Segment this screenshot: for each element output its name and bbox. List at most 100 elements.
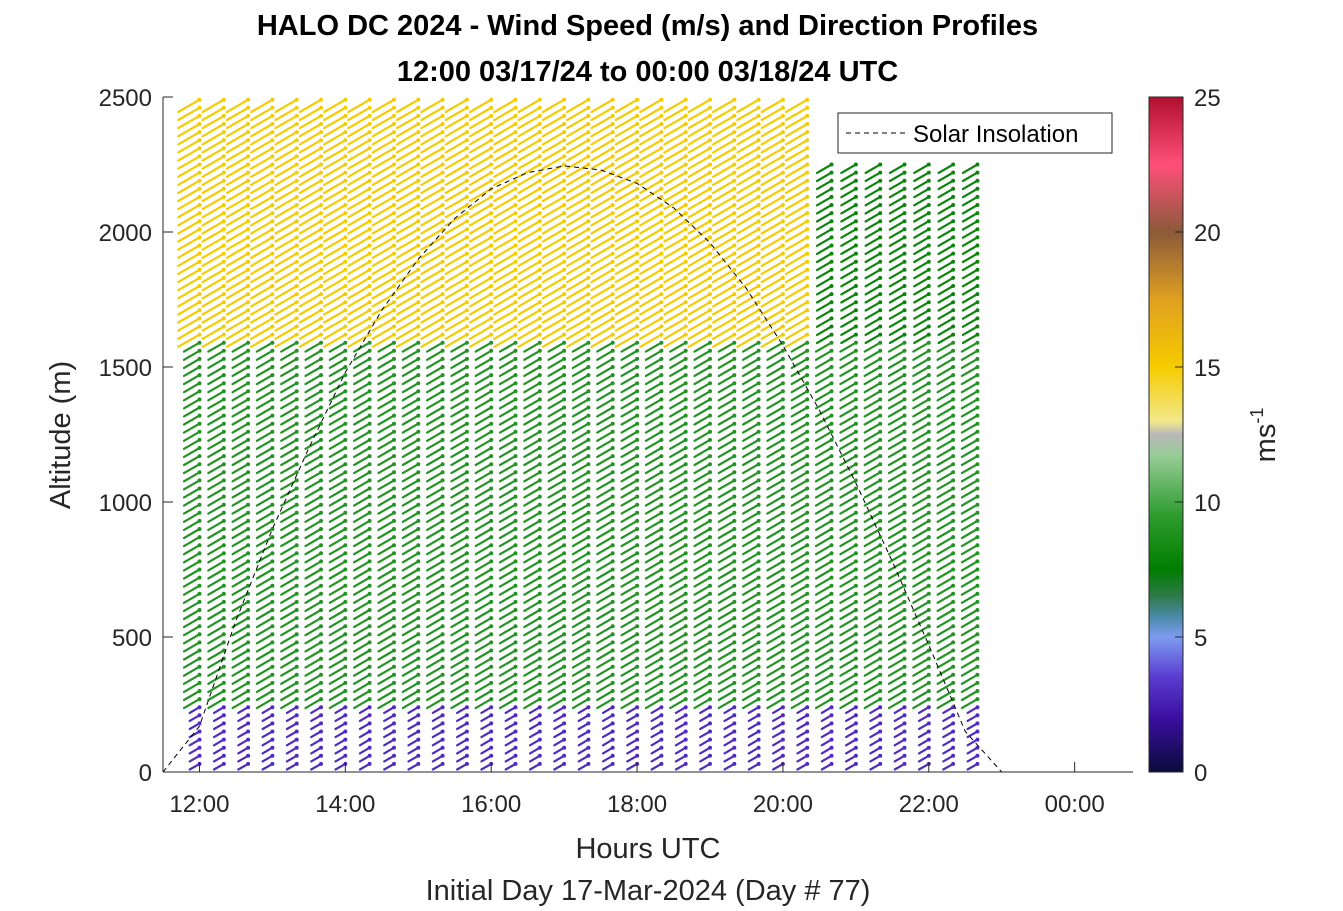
wind-vector [468,98,493,114]
wind-vector-head [416,664,421,669]
wind-vector-head [270,745,275,750]
wind-vector [498,438,517,450]
wind-vector [371,325,396,340]
wind-vector [784,203,809,219]
wind-vector [401,430,420,442]
wind-vector [426,657,444,669]
wind-vector [450,398,468,410]
wind-vector [711,106,736,122]
wind-vector-head [780,316,785,321]
wind-vector-head [878,680,883,685]
wind-vector-head [829,510,834,515]
wind-vector [814,487,833,499]
wind-vector-head [270,429,275,434]
wind-vector [377,487,396,499]
wind-vector-head [464,421,469,426]
wind-vector [639,309,663,324]
wind-vector-head [853,640,858,645]
wind-vector [547,527,566,540]
wind-vector-head [756,340,761,345]
wind-vector [760,276,785,292]
wind-vector-head [489,421,494,426]
wind-vector-head [780,170,785,175]
wind-vector [840,276,858,288]
wind-vector [864,284,882,296]
wind-vector [766,414,785,426]
wind-vector [784,98,809,114]
wind-vector [766,446,785,458]
wind-vector-head [464,267,469,272]
wind-vector [863,673,882,685]
wind-vector [395,203,420,219]
wind-vector [596,495,614,507]
wind-vector-head [392,543,396,548]
wind-vector [298,333,323,348]
wind-vector-head [537,648,542,653]
wind-vector [863,544,882,556]
wind-vector-head [537,292,542,297]
wind-vector [304,374,323,386]
wind-vector [377,511,396,523]
wind-vector-head [853,356,858,361]
wind-vector-head [221,267,226,272]
wind-vector [912,697,930,710]
wind-vector-head [270,737,275,742]
wind-vector-head [805,761,810,766]
wind-vector [426,398,444,410]
wind-vector-head [902,227,907,232]
wind-vector [207,527,225,540]
wind-vector [644,535,663,548]
wind-vector-head [343,381,348,386]
wind-vector [644,471,663,483]
wind-vector [304,568,323,580]
wind-vector [887,406,906,418]
wind-vector-head [829,608,834,612]
wind-vector [566,276,590,292]
wind-vector-head [197,672,202,677]
wind-vector [571,357,590,369]
wind-vector-head [853,300,858,305]
wind-vector-head [902,300,907,305]
wind-vector [231,349,250,361]
wind-vector-head [221,640,226,645]
wind-vector-head [902,413,907,418]
wind-vector [784,325,809,340]
wind-vector [444,155,468,170]
wind-vector-head [586,462,591,467]
wind-vector-head [878,389,883,394]
wind-vector-head [635,437,640,442]
wind-vector-head [270,575,275,580]
wind-vector [468,139,493,154]
wind-vector-head [853,316,858,321]
wind-vector-head [416,648,421,653]
wind-vector-head [756,599,761,604]
wind-vector [547,552,566,564]
wind-vector [590,268,614,284]
wind-vector-head [902,259,907,264]
wind-vector-head [586,211,591,216]
wind-vector [864,293,882,304]
wind-vector-head [610,616,615,621]
wind-vector-head [635,113,640,118]
wind-vector-head [635,154,640,159]
wind-vector [225,139,250,154]
wind-vector-head [902,421,907,426]
wind-vector-head [659,316,664,321]
wind-vector-head [586,429,591,434]
wind-vector [304,503,323,515]
wind-vector-head [732,356,737,361]
wind-vector-head [805,113,810,118]
wind-vector-head [853,170,858,175]
wind-vector-head [780,389,785,394]
wind-vector-head [926,494,931,499]
wind-vector [839,673,858,685]
wind-vector [887,649,906,661]
wind-vector [571,535,590,548]
wind-vector [614,122,639,138]
wind-vector-head [878,478,883,483]
wind-vector-head [635,170,640,175]
wind-vector [474,592,493,604]
wind-vector-head [513,737,518,742]
wind-vector-head [902,389,907,394]
wind-vector-head [197,138,202,143]
